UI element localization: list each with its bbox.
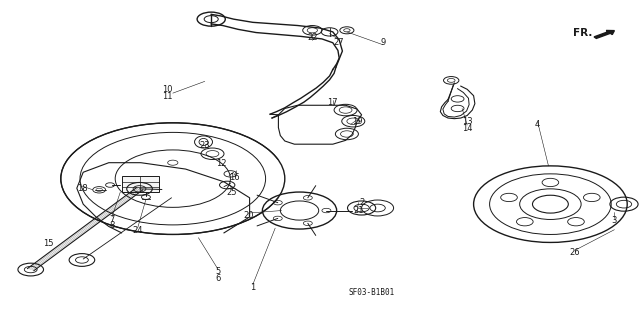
Text: 17: 17 (328, 98, 338, 107)
Text: SF03-B1B01: SF03-B1B01 (348, 288, 394, 297)
Text: 7: 7 (109, 215, 115, 224)
Text: 4: 4 (535, 120, 540, 129)
Text: 15: 15 (43, 239, 53, 248)
Text: 9: 9 (380, 38, 385, 47)
Text: 6: 6 (215, 274, 220, 283)
Text: 13: 13 (462, 117, 472, 126)
Text: 27: 27 (334, 38, 344, 47)
FancyBboxPatch shape (122, 176, 159, 192)
Text: 1: 1 (250, 283, 255, 292)
Text: 25: 25 (227, 188, 237, 197)
Text: 5: 5 (215, 267, 220, 276)
Text: 12: 12 (216, 159, 227, 168)
Text: 26: 26 (570, 248, 580, 257)
Text: 18: 18 (77, 184, 87, 193)
Text: 8: 8 (109, 221, 115, 230)
Text: 19: 19 (352, 117, 362, 126)
Text: 20: 20 (243, 211, 253, 220)
Text: 22: 22 (307, 33, 317, 42)
Text: 24: 24 (132, 226, 143, 235)
Text: 14: 14 (462, 124, 472, 133)
Text: 21: 21 (353, 206, 364, 215)
Text: 10: 10 (163, 85, 173, 94)
Text: 11: 11 (163, 92, 173, 101)
Text: 16: 16 (229, 173, 239, 182)
Text: FR.: FR. (573, 28, 592, 39)
Text: 3: 3 (612, 216, 617, 225)
Text: 2: 2 (359, 198, 364, 207)
Text: 23: 23 (200, 141, 210, 150)
FancyArrow shape (594, 30, 614, 38)
